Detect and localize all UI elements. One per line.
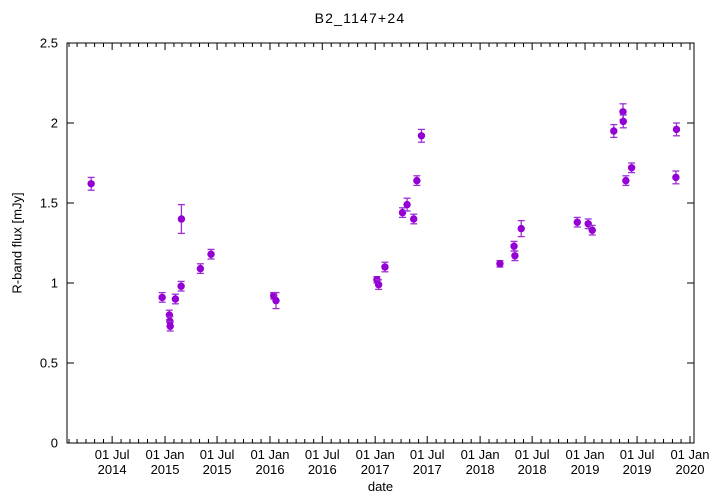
- x-ticks: [68, 43, 691, 443]
- data-point: [196, 263, 205, 275]
- y-tick-label: 0.5: [40, 356, 58, 371]
- x-axis-title: date: [367, 479, 394, 494]
- y-ticks: [67, 42, 694, 444]
- data-point: [413, 175, 421, 187]
- data-point: [573, 216, 581, 228]
- x-tick-label: 01 Jan: [566, 447, 605, 462]
- data-point: [510, 240, 518, 252]
- x-tick-label: 01 Jul: [95, 447, 130, 462]
- x-tick-label-year: 2016: [308, 462, 337, 477]
- data-point: [207, 248, 215, 260]
- data-point: [87, 176, 95, 191]
- x-tick-label-year: 2017: [413, 462, 442, 477]
- y-tick-label: 1.5: [40, 196, 58, 211]
- data-series: [87, 103, 681, 332]
- x-tick-label-year: 2018: [518, 462, 547, 477]
- data-point: [381, 261, 389, 273]
- data-point: [166, 320, 174, 332]
- x-tick-label: 01 Jan: [146, 447, 185, 462]
- plot-border: [66, 42, 695, 444]
- data-point: [417, 128, 426, 143]
- data-point: [672, 170, 680, 185]
- y-tick-label: 0: [51, 436, 58, 451]
- x-tick-label: 01 Jan: [670, 447, 709, 462]
- x-tick-label-year: 2015: [203, 462, 232, 477]
- data-point: [158, 291, 166, 303]
- data-point: [177, 280, 185, 292]
- data-point: [177, 203, 186, 235]
- data-point: [403, 197, 411, 212]
- y-tick-labels: 0 0.5 1 1.5 2 2.5: [40, 36, 58, 451]
- x-tick-label: 01 Jul: [305, 447, 340, 462]
- data-point: [588, 224, 596, 236]
- data-point: [272, 291, 280, 310]
- data-point: [622, 175, 630, 187]
- data-point: [410, 213, 418, 225]
- x-tick-label-year: 2015: [151, 462, 180, 477]
- data-point: [517, 219, 525, 238]
- chart-title: B2_1147+24: [314, 10, 406, 26]
- y-tick-label: 2.5: [40, 36, 58, 51]
- x-tick-label-year: 2019: [623, 462, 652, 477]
- x-tick-label: 01 Jan: [250, 447, 289, 462]
- y-tick-label: 2: [51, 116, 58, 131]
- data-point: [171, 293, 180, 305]
- y-tick-label: 1: [51, 276, 58, 291]
- x-tick-label: 01 Jul: [410, 447, 445, 462]
- x-tick-label-year: 2020: [676, 462, 705, 477]
- data-point: [398, 207, 407, 219]
- x-tick-label-year: 2018: [466, 462, 495, 477]
- x-tick-label: 01 Jul: [200, 447, 235, 462]
- x-tick-label-year: 2019: [571, 462, 600, 477]
- x-tick-label-year: 2014: [98, 462, 127, 477]
- x-tick-label-year: 2017: [361, 462, 390, 477]
- data-point: [374, 279, 383, 291]
- data-point: [511, 250, 519, 262]
- x-tick-label-year: 2016: [256, 462, 285, 477]
- data-point: [672, 122, 681, 137]
- data-point: [627, 162, 636, 174]
- x-tick-label: 01 Jan: [461, 447, 500, 462]
- data-point: [496, 259, 504, 268]
- data-point: [610, 123, 618, 139]
- x-tick-label: 01 Jan: [356, 447, 395, 462]
- data-point: [619, 114, 627, 129]
- x-tick-label: 01 Jul: [515, 447, 550, 462]
- x-tick-label: 01 Jul: [620, 447, 655, 462]
